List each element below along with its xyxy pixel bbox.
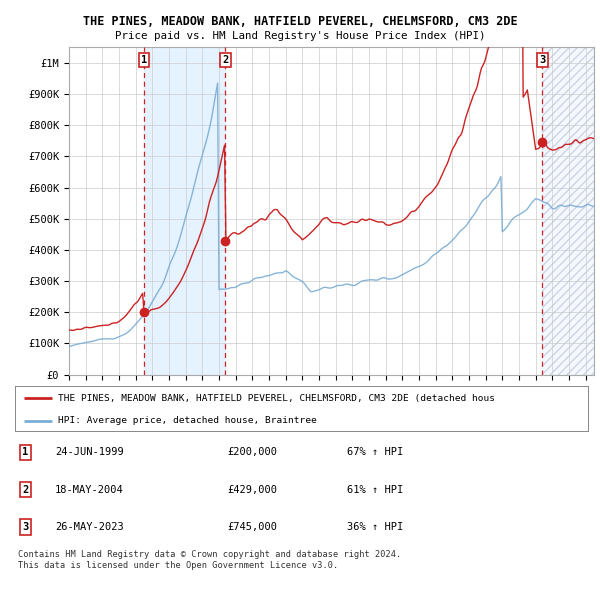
Text: 1: 1 bbox=[22, 447, 28, 457]
Text: 1: 1 bbox=[141, 55, 147, 65]
Text: 26-MAY-2023: 26-MAY-2023 bbox=[55, 522, 124, 532]
Text: 36% ↑ HPI: 36% ↑ HPI bbox=[347, 522, 404, 532]
Text: THE PINES, MEADOW BANK, HATFIELD PEVEREL, CHELMSFORD, CM3 2DE (detached hous: THE PINES, MEADOW BANK, HATFIELD PEVEREL… bbox=[58, 394, 495, 403]
Text: HPI: Average price, detached house, Braintree: HPI: Average price, detached house, Brai… bbox=[58, 417, 317, 425]
Bar bbox=[542, 47, 594, 375]
Text: 18-MAY-2004: 18-MAY-2004 bbox=[55, 485, 124, 494]
Text: 24-JUN-1999: 24-JUN-1999 bbox=[55, 447, 124, 457]
Text: 2: 2 bbox=[222, 55, 229, 65]
Text: £429,000: £429,000 bbox=[227, 485, 277, 494]
Text: 67% ↑ HPI: 67% ↑ HPI bbox=[347, 447, 404, 457]
Text: Contains HM Land Registry data © Crown copyright and database right 2024.: Contains HM Land Registry data © Crown c… bbox=[18, 550, 401, 559]
Text: 3: 3 bbox=[539, 55, 545, 65]
Text: 61% ↑ HPI: 61% ↑ HPI bbox=[347, 485, 404, 494]
Text: £200,000: £200,000 bbox=[227, 447, 277, 457]
Text: This data is licensed under the Open Government Licence v3.0.: This data is licensed under the Open Gov… bbox=[18, 560, 338, 569]
Bar bbox=[144, 47, 226, 375]
Text: Price paid vs. HM Land Registry's House Price Index (HPI): Price paid vs. HM Land Registry's House … bbox=[115, 31, 485, 41]
Text: 2: 2 bbox=[22, 485, 28, 494]
Text: 3: 3 bbox=[22, 522, 28, 532]
Text: THE PINES, MEADOW BANK, HATFIELD PEVEREL, CHELMSFORD, CM3 2DE: THE PINES, MEADOW BANK, HATFIELD PEVEREL… bbox=[83, 15, 517, 28]
Bar bbox=[542, 47, 594, 375]
Text: £745,000: £745,000 bbox=[227, 522, 277, 532]
